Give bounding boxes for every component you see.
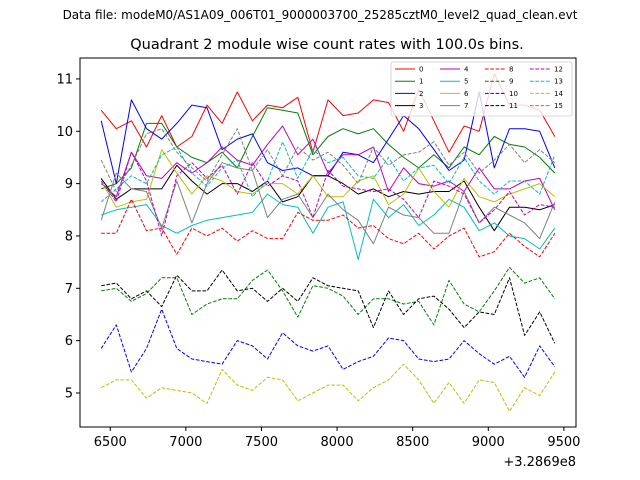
x-axis: 6500 7000 7500 8000 8500 9000 9500 (94, 427, 580, 450)
chart-title: Quadrant 2 module wise count rates with … (130, 37, 524, 53)
x-axis-offset-label: +3.2869e8 (503, 455, 576, 470)
y-tick-label-6: 6 (65, 334, 73, 349)
legend-label-0: 0 (419, 66, 423, 74)
legend-label-5: 5 (464, 78, 468, 86)
legend-label-13: 13 (554, 78, 563, 86)
legend-label-7: 7 (464, 102, 468, 110)
legend-label-1: 1 (419, 78, 423, 86)
y-tick-label-5: 5 (65, 386, 73, 401)
y-axis: 5 6 7 8 9 10 11 (56, 72, 80, 401)
series-line-6 (100, 149, 556, 208)
x-tick-label-9500: 9500 (547, 435, 580, 450)
legend-label-15: 15 (554, 102, 563, 110)
x-tick-label-7500: 7500 (245, 435, 278, 450)
series-line-9 (101, 266, 556, 326)
legend-label-14: 14 (554, 90, 563, 98)
series-line-7 (100, 162, 556, 245)
legend-label-6: 6 (464, 90, 469, 98)
legend-label-11: 11 (509, 102, 518, 110)
legend-label-10: 10 (509, 90, 518, 98)
y-tick-label-7: 7 (65, 282, 73, 297)
series-line-15 (100, 128, 556, 192)
legend-box (390, 61, 573, 117)
series-line-11 (101, 269, 556, 344)
x-tick-label-7000: 7000 (169, 435, 202, 450)
series-line-14 (100, 363, 556, 412)
legend-label-3: 3 (419, 102, 423, 110)
series-line-10 (100, 308, 556, 378)
y-tick-label-8: 8 (65, 229, 73, 244)
legend-label-8: 8 (509, 66, 513, 74)
series-line-12 (100, 151, 555, 237)
x-tick-label-8500: 8500 (396, 435, 429, 450)
data-file-label: Data file: modeM0/AS1A09_006T01_90000037… (62, 8, 578, 22)
legend-label-12: 12 (554, 66, 563, 74)
y-tick-label-9: 9 (65, 177, 73, 192)
legend-label-4: 4 (464, 66, 469, 74)
plot-area (100, 73, 556, 412)
series-line-3 (100, 164, 555, 232)
x-tick-label-8000: 8000 (321, 435, 354, 450)
series-line-13 (100, 141, 556, 203)
y-tick-label-11: 11 (56, 72, 73, 87)
axes-frame (79, 57, 577, 428)
x-tick-label-9000: 9000 (472, 435, 505, 450)
y-tick-label-10: 10 (56, 125, 73, 140)
series-line-4 (100, 125, 556, 211)
series-line-8 (101, 198, 556, 258)
legend-label-9: 9 (509, 78, 513, 86)
legend-label-2: 2 (419, 90, 423, 98)
series-line-5 (101, 193, 556, 260)
x-tick-label-6500: 6500 (94, 435, 127, 450)
